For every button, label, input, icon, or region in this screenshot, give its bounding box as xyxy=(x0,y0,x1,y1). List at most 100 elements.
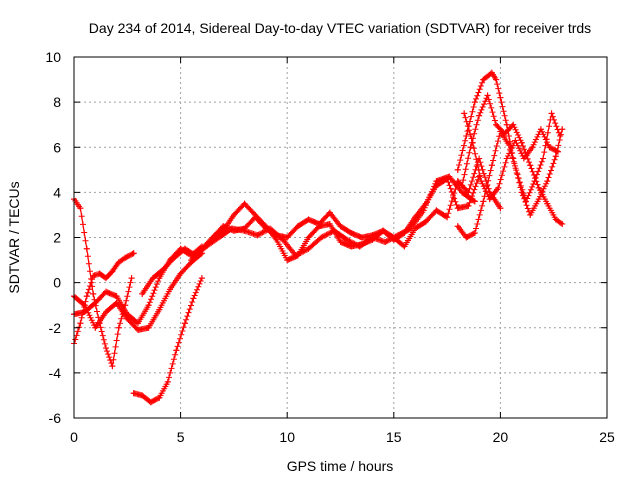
series-arc-9 xyxy=(454,69,566,218)
data-point xyxy=(444,214,451,221)
data-point xyxy=(241,200,248,207)
data-point xyxy=(109,268,116,275)
data-point xyxy=(552,216,559,223)
series-arc-11 xyxy=(454,110,564,241)
data-point xyxy=(181,320,188,327)
data-point xyxy=(554,148,561,155)
x-tick-label: 15 xyxy=(386,429,402,445)
axis-ticks: 0 5 10 15 20 25 -6 -4 -2 0 2 4 6 8 10 xyxy=(45,49,615,445)
y-tick-label: 0 xyxy=(53,275,61,291)
data-point xyxy=(92,299,99,306)
data-point xyxy=(188,257,195,264)
data-point xyxy=(273,232,280,239)
y-tick-label: 2 xyxy=(53,230,61,246)
data-point xyxy=(92,324,99,331)
data-point xyxy=(454,166,461,173)
data-point xyxy=(465,202,472,209)
data-point xyxy=(181,245,188,252)
data-point xyxy=(476,112,483,119)
series-arc-12 xyxy=(461,110,561,203)
data-point xyxy=(130,390,137,397)
data-point xyxy=(198,275,205,282)
y-tick-label: -6 xyxy=(49,410,62,426)
data-point xyxy=(83,293,90,300)
data-point xyxy=(164,378,171,385)
data-point xyxy=(459,182,466,189)
data-point xyxy=(294,252,301,259)
data-point xyxy=(230,227,237,234)
data-point xyxy=(540,155,547,162)
data-point xyxy=(478,178,485,185)
data-point xyxy=(134,320,141,327)
data-point xyxy=(463,132,470,139)
data-point xyxy=(130,250,137,257)
data-point xyxy=(527,211,534,218)
series-arc-10 xyxy=(459,92,566,227)
data-point xyxy=(122,302,129,309)
data-point xyxy=(465,189,472,196)
data-point xyxy=(488,162,495,169)
data-point xyxy=(102,345,109,352)
data-point xyxy=(337,239,344,246)
data-point xyxy=(96,270,103,277)
data-point xyxy=(493,76,500,83)
data-point xyxy=(544,200,551,207)
data-point xyxy=(510,121,517,128)
data-point xyxy=(412,225,419,232)
series-group xyxy=(71,69,566,406)
data-point xyxy=(559,220,566,227)
data-point xyxy=(454,205,461,212)
data-point xyxy=(531,178,538,185)
data-point xyxy=(220,223,227,230)
data-point xyxy=(145,324,152,331)
y-tick-label: 6 xyxy=(53,139,61,155)
data-point xyxy=(369,232,376,239)
data-point xyxy=(546,144,553,151)
data-point xyxy=(514,171,521,178)
data-point xyxy=(471,198,478,205)
data-point xyxy=(348,229,355,236)
data-point xyxy=(102,308,109,315)
data-point xyxy=(488,69,495,76)
data-point xyxy=(422,200,429,207)
data-point xyxy=(122,254,129,261)
data-point xyxy=(401,243,408,250)
data-point xyxy=(557,132,564,139)
data-point xyxy=(493,121,500,128)
data-point xyxy=(467,144,474,151)
data-point xyxy=(480,76,487,83)
series-line xyxy=(73,246,203,325)
series-arc-5 xyxy=(130,275,205,406)
data-point xyxy=(522,198,529,205)
data-point xyxy=(469,139,476,146)
data-point xyxy=(156,275,163,282)
data-point xyxy=(505,141,512,148)
data-point xyxy=(461,110,468,117)
x-tick-label: 0 xyxy=(70,429,78,445)
data-point xyxy=(166,286,173,293)
data-point xyxy=(124,311,131,318)
data-point xyxy=(262,225,269,232)
data-point xyxy=(433,207,440,214)
x-tick-label: 25 xyxy=(599,429,615,445)
data-point xyxy=(305,245,312,252)
data-point xyxy=(471,229,478,236)
data-point xyxy=(497,94,504,101)
chart-title: Day 234 of 2014, Sidereal Day-to-day VTE… xyxy=(89,20,591,36)
series-line xyxy=(73,252,134,344)
data-point xyxy=(518,139,525,146)
y-tick-label: 10 xyxy=(45,49,61,65)
data-point xyxy=(548,110,555,117)
data-point xyxy=(109,363,116,370)
data-point xyxy=(102,275,109,282)
data-point xyxy=(160,266,167,273)
data-point xyxy=(177,270,184,277)
series-arc-8 xyxy=(209,155,504,250)
data-point xyxy=(520,155,527,162)
data-point xyxy=(115,324,122,331)
data-point xyxy=(348,243,355,250)
data-point xyxy=(190,295,197,302)
x-tick-label: 20 xyxy=(493,429,509,445)
data-point xyxy=(284,257,291,264)
data-point xyxy=(284,234,291,241)
